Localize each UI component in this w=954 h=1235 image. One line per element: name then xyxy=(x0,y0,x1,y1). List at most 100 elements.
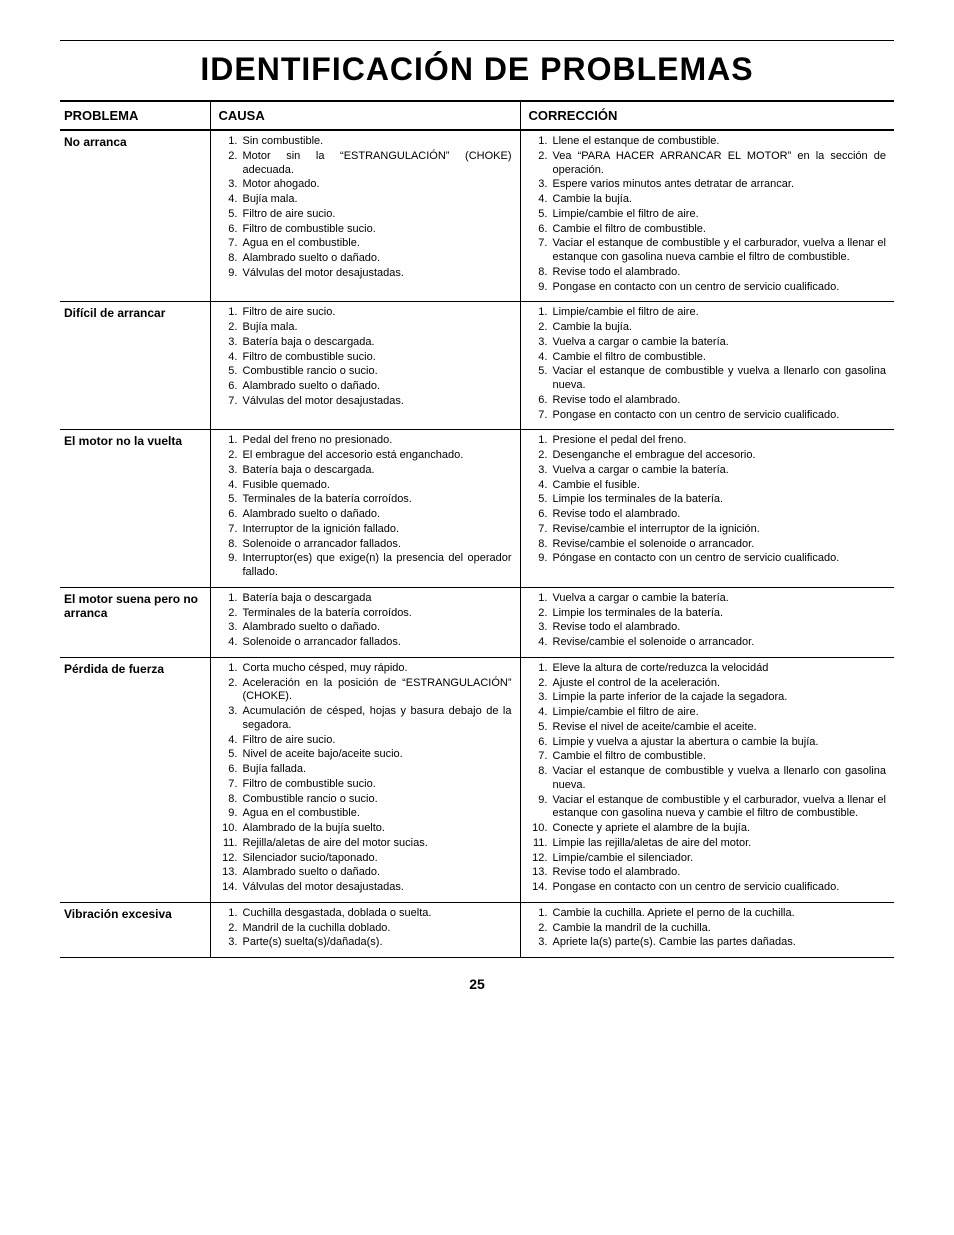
correction-item: Limpie/cambie el filtro de aire. xyxy=(551,306,887,321)
correction-item: Revise todo el alambrado. xyxy=(551,266,887,281)
correction-item: Apriete la(s) parte(s). Cambie las parte… xyxy=(551,936,887,951)
cause-item: Combustible rancio o sucio. xyxy=(241,365,512,380)
cause-item: Terminales de la batería corroídos. xyxy=(241,607,512,622)
correction-item: Cambie el filtro de combustible. xyxy=(551,223,887,238)
cause-item: Parte(s) suelta(s)/dañada(s). xyxy=(241,936,512,951)
cause-item: Filtro de combustible sucio. xyxy=(241,778,512,793)
correction-cell: Presione el pedal del freno.Desenganche … xyxy=(520,430,894,588)
cause-item: Combustible rancio o sucio. xyxy=(241,793,512,808)
cause-list: Corta mucho césped, muy rápido.Aceleraci… xyxy=(219,662,512,896)
cause-item: Corta mucho césped, muy rápido. xyxy=(241,662,512,677)
correction-item: Limpie/cambie el filtro de aire. xyxy=(551,208,887,223)
problem-cell: El motor no la vuelta xyxy=(60,430,210,588)
page-title: IDENTIFICACIÓN DE PROBLEMAS xyxy=(60,51,894,88)
correction-item: Vea “PARA HACER ARRANCAR EL MOTOR” en la… xyxy=(551,150,887,179)
cause-item: Filtro de aire sucio. xyxy=(241,208,512,223)
cause-item: Sin combustible. xyxy=(241,135,512,150)
problem-label: No arranca xyxy=(64,135,206,149)
correction-item: Vuelva a cargar o cambie la batería. xyxy=(551,592,887,607)
table-row: Vibración excesiva Cuchilla desgastada, d… xyxy=(60,902,894,957)
table-row: Difícil de arrancarFiltro de aire sucio.… xyxy=(60,302,894,430)
correction-item: Vuelva a cargar o cambie la batería. xyxy=(551,336,887,351)
cause-item: Bujía fallada. xyxy=(241,763,512,778)
correction-item: Cambie el filtro de combustible. xyxy=(551,750,887,765)
correction-item: Limpie los terminales de la batería. xyxy=(551,493,887,508)
table-row: El motor no la vuelta Pedal del freno no … xyxy=(60,430,894,588)
table-row: Pérdida de fuerza Corta mucho césped, muy… xyxy=(60,657,894,902)
cause-item: Válvulas del motor desajustadas. xyxy=(241,395,512,410)
cause-cell: Batería baja o descargadaTerminales de l… xyxy=(210,587,520,657)
correction-item: Limpie las rejilla/aletas de aire del mo… xyxy=(551,837,887,852)
cause-item: Aceleración en la posición de “ESTRANGUL… xyxy=(241,677,512,706)
correction-list: Llene el estanque de combustible.Vea “PA… xyxy=(529,135,887,295)
col-header-correction: CORRECCIÓN xyxy=(520,101,894,130)
cause-item: Mandril de la cuchilla doblado. xyxy=(241,922,512,937)
correction-list: Presione el pedal del freno.Desenganche … xyxy=(529,434,887,567)
correction-item: Cambie el fusible. xyxy=(551,479,887,494)
cause-cell: Sin combustible.Motor sin la “ESTRANGULA… xyxy=(210,130,520,302)
cause-item: Válvulas del motor desajustadas. xyxy=(241,881,512,896)
cause-item: Filtro de aire sucio. xyxy=(241,306,512,321)
cause-item: Filtro de combustible sucio. xyxy=(241,223,512,238)
cause-item: Motor sin la “ESTRANGULACIÓN” (CHOKE) ad… xyxy=(241,150,512,179)
correction-item: Vaciar el estanque de combustible y vuel… xyxy=(551,765,887,794)
correction-list: Limpie/cambie el filtro de aire.Cambie l… xyxy=(529,306,887,423)
col-header-cause: CAUSA xyxy=(210,101,520,130)
cause-item: Rejilla/aletas de aire del motor sucias. xyxy=(241,837,512,852)
correction-item: Vuelva a cargar o cambie la batería. xyxy=(551,464,887,479)
problem-label: El motor no la vuelta xyxy=(64,434,206,448)
problem-cell: Vibración excesiva xyxy=(60,902,210,957)
correction-item: Limpie/cambie el silenciador. xyxy=(551,852,887,867)
problem-label: Pérdida de fuerza xyxy=(64,662,206,676)
correction-item: Revise todo el alambrado. xyxy=(551,508,887,523)
correction-item: Limpie la parte inferior de la cajade la… xyxy=(551,691,887,706)
table-body: No arranca Sin combustible.Motor sin la “… xyxy=(60,130,894,958)
cause-item: Filtro de aire sucio. xyxy=(241,734,512,749)
cause-item: Bujía mala. xyxy=(241,193,512,208)
correction-item: Revise/cambie el solenoide o arrancador. xyxy=(551,636,887,651)
cause-list: Cuchilla desgastada, doblada o suelta.Ma… xyxy=(219,907,512,951)
correction-cell: Vuelva a cargar o cambie la batería.Limp… xyxy=(520,587,894,657)
cause-item: Alambrado suelto o dañado. xyxy=(241,866,512,881)
document-page: IDENTIFICACIÓN DE PROBLEMAS PROBLEMA CAU… xyxy=(0,0,954,1022)
problem-label: Vibración excesiva xyxy=(64,907,206,921)
cause-list: Pedal del freno no presionado.El embragu… xyxy=(219,434,512,581)
problem-cell: No arranca xyxy=(60,130,210,302)
cause-cell: Filtro de aire sucio.Bujía mala.Batería … xyxy=(210,302,520,430)
cause-item: Interruptor(es) que exige(n) la presenci… xyxy=(241,552,512,581)
problem-cell: El motor suena pero no arranca xyxy=(60,587,210,657)
cause-item: Cuchilla desgastada, doblada o suelta. xyxy=(241,907,512,922)
correction-item: Revise todo el alambrado. xyxy=(551,621,887,636)
correction-cell: Llene el estanque de combustible.Vea “PA… xyxy=(520,130,894,302)
cause-item: Batería baja o descargada xyxy=(241,592,512,607)
correction-item: Revise todo el alambrado. xyxy=(551,394,887,409)
correction-item: Cambie la bujía. xyxy=(551,193,887,208)
cause-item: Alambrado suelto o dañado. xyxy=(241,252,512,267)
cause-item: Alambrado de la bujía suelto. xyxy=(241,822,512,837)
correction-item: Pongase en contacto con un centro de ser… xyxy=(551,881,887,896)
correction-list: Eleve la altura de corte/reduzca la velo… xyxy=(529,662,887,896)
correction-item: Limpie/cambie el filtro de aire. xyxy=(551,706,887,721)
correction-item: Llene el estanque de combustible. xyxy=(551,135,887,150)
col-header-problem: PROBLEMA xyxy=(60,101,210,130)
cause-item: Solenoide o arrancador fallados. xyxy=(241,636,512,651)
correction-item: Vaciar el estanque de combustible y vuel… xyxy=(551,365,887,394)
correction-item: Limpie y vuelva a ajustar la abertura o … xyxy=(551,736,887,751)
cause-item: Alambrado suelto o dañado. xyxy=(241,621,512,636)
cause-list: Batería baja o descargadaTerminales de l… xyxy=(219,592,512,651)
cause-item: Bujía mala. xyxy=(241,321,512,336)
problem-label: El motor suena pero no arranca xyxy=(64,592,206,620)
correction-item: Cambie la mandril de la cuchilla. xyxy=(551,922,887,937)
problem-cell: Difícil de arrancar xyxy=(60,302,210,430)
cause-list: Sin combustible.Motor sin la “ESTRANGULA… xyxy=(219,135,512,282)
cause-cell: Corta mucho césped, muy rápido.Aceleraci… xyxy=(210,657,520,902)
correction-item: Limpie los terminales de la batería. xyxy=(551,607,887,622)
correction-item: Pongase en contacto con un centro de ser… xyxy=(551,281,887,296)
cause-item: Silenciador sucio/taponado. xyxy=(241,852,512,867)
cause-cell: Pedal del freno no presionado.El embragu… xyxy=(210,430,520,588)
cause-item: Motor ahogado. xyxy=(241,178,512,193)
correction-item: Vaciar el estanque de combustible y el c… xyxy=(551,794,887,823)
problem-cell: Pérdida de fuerza xyxy=(60,657,210,902)
troubleshooting-table: PROBLEMA CAUSA CORRECCIÓN No arranca Sin … xyxy=(60,100,894,958)
correction-item: Cambie el filtro de combustible. xyxy=(551,351,887,366)
